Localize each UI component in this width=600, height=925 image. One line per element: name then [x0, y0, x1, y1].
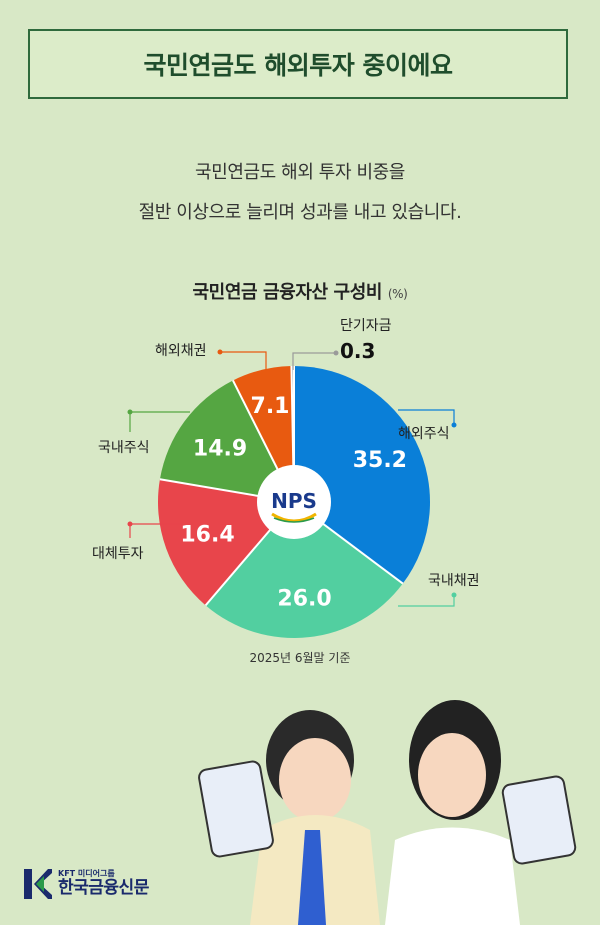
person-face-right — [418, 733, 486, 817]
calculator-right-icon — [501, 775, 577, 865]
slice-value-label: 35.2 — [353, 448, 407, 473]
center-circle — [257, 465, 331, 539]
pie-slice — [232, 366, 294, 502]
chart-title-text: 국민연금 금융자산 구성비 — [192, 282, 383, 303]
kft-logo-icon — [24, 869, 52, 899]
pie-slice — [294, 366, 430, 584]
slice-category-label: 대체투자 — [92, 546, 144, 562]
slice-category-label: 해외주식 — [398, 426, 450, 442]
pie-slice — [159, 380, 294, 502]
slice-value-label: 14.9 — [193, 436, 247, 461]
callout-dot — [333, 350, 339, 356]
brand-logo: KFT 미디어그룹 한국금융신문 — [22, 864, 149, 904]
slice-value-label: 16.4 — [180, 522, 234, 547]
callout-line — [398, 595, 455, 607]
callout-line — [292, 352, 336, 370]
slice-category-label: 단기자금 — [340, 318, 392, 334]
slice-category-label: 국내주식 — [98, 440, 150, 456]
person-tie-left — [298, 830, 326, 925]
chart-title: 국민연금 금융자산 구성비 (%) — [0, 278, 600, 304]
callout-dot — [127, 521, 133, 527]
brand-small-text: KFT 미디어그룹 — [58, 869, 115, 879]
pie-slice — [205, 502, 403, 638]
callout-dot — [451, 422, 457, 428]
slice-category-label: 국내채권 — [428, 573, 480, 589]
callout-dot — [451, 592, 457, 598]
callout-line — [220, 351, 267, 380]
slice-value-label: 0.3 — [340, 339, 375, 363]
callout-line — [398, 409, 455, 425]
person-shirt-right — [385, 827, 520, 925]
slice-value-label: 7.1 — [251, 394, 290, 419]
nps-logo-swoosh2-icon — [273, 517, 315, 523]
page-title: 국민연금도 해외투자 중이에요 — [143, 51, 453, 80]
footnote: 2025년 6월말 기준 — [249, 651, 351, 665]
title-box: 국민연금도 해외투자 중이에요 — [28, 29, 568, 99]
slice-category-label: 해외채권 — [155, 343, 207, 359]
nps-logo-swoosh-icon — [271, 512, 317, 523]
intro-line-2: 절반 이상으로 늘리며 성과를 내고 있습니다. — [138, 202, 462, 223]
intro-line-1: 국민연금도 해외 투자 비중을 — [195, 162, 405, 183]
callout-dot — [127, 409, 133, 415]
callout-dot — [217, 349, 223, 355]
nps-logo-text: NPS — [271, 489, 317, 513]
brand-name: 한국금융신문 — [58, 878, 149, 899]
person-face-left — [279, 738, 351, 822]
slice-value-label: 26.0 — [277, 586, 331, 611]
calculator-left-icon — [198, 760, 274, 858]
chart-unit: (%) — [387, 287, 408, 301]
